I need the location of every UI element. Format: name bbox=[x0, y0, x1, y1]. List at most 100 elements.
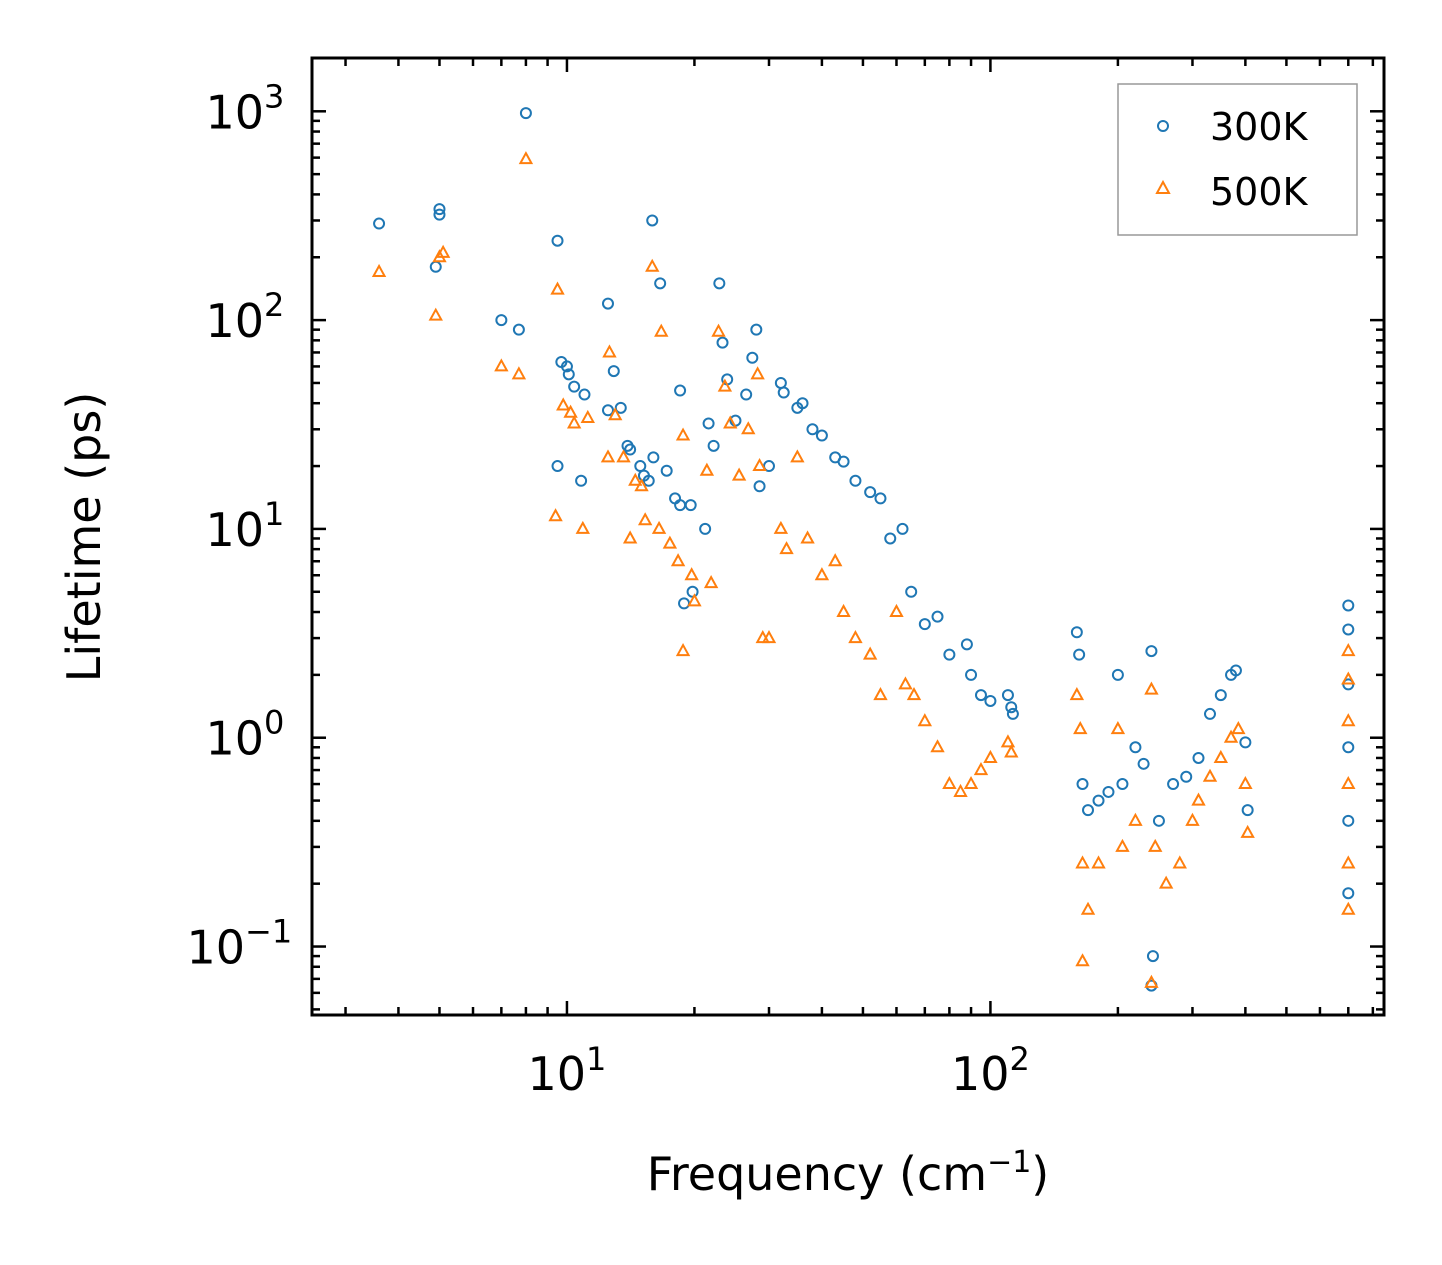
data-point-300K bbox=[1070, 626, 1083, 639]
data-point-500K bbox=[1341, 775, 1356, 790]
data-point-300K bbox=[433, 203, 446, 216]
data-point-300K bbox=[1102, 785, 1115, 798]
y-tick-label: 10 bbox=[186, 921, 245, 975]
data-point-500K bbox=[637, 512, 653, 526]
data-point-500K bbox=[1223, 729, 1239, 743]
data-point-300K bbox=[1239, 736, 1252, 749]
data-point-500K bbox=[435, 244, 451, 258]
data-point-500K bbox=[836, 603, 851, 618]
data-point-500K bbox=[848, 630, 863, 644]
plot-frame bbox=[310, 56, 1386, 1017]
data-point-300K bbox=[512, 323, 525, 336]
data-point-500K bbox=[723, 415, 738, 429]
data-point-500K bbox=[511, 366, 527, 380]
data-point-500K bbox=[1231, 721, 1246, 735]
data-point-300K bbox=[1082, 804, 1095, 817]
legend-label-500K: 500K bbox=[1210, 170, 1309, 214]
data-point-300K bbox=[965, 668, 978, 681]
data-point-300K bbox=[931, 610, 944, 623]
y-tick-label: 10 bbox=[205, 503, 264, 557]
data-point-500K bbox=[687, 593, 702, 607]
data-point-300K bbox=[702, 417, 715, 430]
data-point-300K bbox=[1180, 770, 1193, 783]
data-point-500K bbox=[1075, 855, 1090, 869]
data-point-300K bbox=[433, 208, 446, 221]
data-point-500K bbox=[550, 281, 565, 295]
data-point-500K bbox=[942, 775, 957, 790]
data-point-500K bbox=[814, 567, 830, 581]
data-point-300K bbox=[874, 492, 887, 505]
data-point-500K bbox=[699, 462, 715, 476]
data-point-300K bbox=[884, 532, 897, 545]
data-point-300K bbox=[1342, 741, 1355, 754]
legend-marker-500K bbox=[1155, 179, 1171, 194]
data-point-300K bbox=[1005, 701, 1018, 714]
data-point-300K bbox=[815, 429, 828, 442]
data-point-300K bbox=[1167, 778, 1180, 791]
x-tick-label: 101 bbox=[527, 1040, 606, 1101]
data-point-300K bbox=[753, 480, 766, 493]
data-point-300K bbox=[674, 384, 687, 397]
data-point-500K bbox=[518, 151, 534, 165]
data-point-300K bbox=[699, 522, 712, 535]
data-point-500K bbox=[602, 344, 617, 358]
data-point-300K bbox=[1342, 623, 1355, 636]
data-point-300K bbox=[849, 474, 862, 487]
data-point-300K bbox=[660, 464, 673, 477]
data-point-300K bbox=[684, 499, 697, 512]
data-point-300K bbox=[560, 360, 573, 373]
data-point-500K bbox=[1144, 681, 1159, 695]
data-point-500K bbox=[889, 603, 904, 618]
data-point-300K bbox=[918, 618, 931, 631]
data-point-300K bbox=[1073, 648, 1086, 661]
data-point-500K bbox=[1191, 792, 1206, 806]
data-point-300K bbox=[551, 460, 564, 473]
data-point-500K bbox=[684, 567, 699, 581]
data-point-500K bbox=[608, 407, 623, 421]
y-axis-title: Lifetime (ps) bbox=[57, 392, 111, 683]
y-tick-label-exponent: 2 bbox=[264, 286, 284, 324]
major-ticks bbox=[312, 58, 1384, 1015]
data-point-500K bbox=[711, 323, 726, 337]
data-point-500K bbox=[773, 520, 789, 534]
data-point-300K bbox=[1001, 689, 1014, 702]
data-point-500K bbox=[548, 508, 563, 522]
data-point-300K bbox=[551, 234, 564, 247]
series-300K bbox=[373, 107, 1355, 992]
data-point-300K bbox=[601, 297, 614, 310]
series-500K bbox=[371, 151, 1356, 988]
data-point-500K bbox=[953, 783, 968, 797]
data-point-500K bbox=[651, 520, 667, 534]
data-point-300K bbox=[960, 638, 973, 651]
data-point-500K bbox=[1075, 953, 1090, 967]
data-point-300K bbox=[646, 214, 659, 227]
data-point-300K bbox=[713, 277, 726, 290]
data-point-500K bbox=[628, 472, 643, 486]
data-point-300K bbox=[1129, 741, 1142, 754]
data-point-500K bbox=[898, 676, 913, 690]
data-point-300K bbox=[1229, 664, 1242, 677]
data-point-500K bbox=[973, 761, 989, 776]
data-point-500K bbox=[670, 553, 686, 567]
data-point-500K bbox=[1341, 901, 1356, 915]
data-point-500K bbox=[1069, 687, 1085, 701]
data-point-500K bbox=[654, 323, 669, 337]
data-point-300K bbox=[905, 585, 918, 598]
data-point-300K bbox=[896, 522, 909, 535]
data-point-500K bbox=[731, 467, 747, 481]
data-point-500K bbox=[741, 421, 756, 435]
data-point-300K bbox=[984, 694, 997, 707]
data-point-300K bbox=[716, 336, 729, 349]
data-point-300K bbox=[806, 423, 819, 436]
data-point-500K bbox=[906, 687, 922, 701]
data-point-500K bbox=[634, 478, 649, 492]
data-point-300K bbox=[1152, 814, 1165, 827]
data-point-500K bbox=[1144, 974, 1159, 988]
data-point-500K bbox=[616, 449, 631, 463]
data-point-500K bbox=[1341, 855, 1356, 869]
data-point-500K bbox=[1073, 721, 1088, 735]
data-point-500K bbox=[1158, 875, 1174, 889]
data-point-300K bbox=[1137, 757, 1150, 770]
data-point-300K bbox=[746, 351, 759, 364]
